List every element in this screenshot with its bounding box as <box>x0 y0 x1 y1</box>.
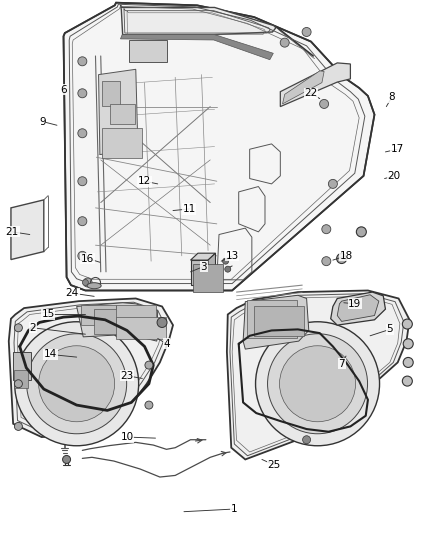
Text: 21: 21 <box>6 227 19 237</box>
Text: 8: 8 <box>389 92 396 102</box>
Bar <box>254 306 304 336</box>
Circle shape <box>322 257 331 265</box>
Text: 22: 22 <box>304 88 318 98</box>
Polygon shape <box>331 292 385 325</box>
Polygon shape <box>64 3 374 290</box>
Circle shape <box>14 422 22 431</box>
Text: 10: 10 <box>120 432 134 442</box>
Bar <box>129 40 167 62</box>
Circle shape <box>83 278 92 287</box>
Bar <box>110 104 135 124</box>
Polygon shape <box>243 295 309 349</box>
Text: 14: 14 <box>44 350 57 359</box>
Circle shape <box>403 319 412 329</box>
Polygon shape <box>77 303 158 341</box>
Polygon shape <box>227 290 410 459</box>
Bar <box>247 300 297 337</box>
Text: 12: 12 <box>138 176 151 186</box>
Text: 4: 4 <box>163 339 170 349</box>
Text: 3: 3 <box>200 262 207 271</box>
Text: 25: 25 <box>267 460 280 470</box>
Circle shape <box>279 346 356 422</box>
Circle shape <box>78 89 87 98</box>
Circle shape <box>303 435 311 444</box>
Text: 9: 9 <box>39 117 46 126</box>
Text: 24: 24 <box>66 288 79 298</box>
Circle shape <box>39 346 115 422</box>
Polygon shape <box>11 200 44 260</box>
Bar <box>94 309 124 334</box>
Circle shape <box>14 379 22 388</box>
Text: 1: 1 <box>231 504 238 514</box>
Polygon shape <box>283 71 324 104</box>
Circle shape <box>78 129 87 138</box>
Circle shape <box>403 376 412 386</box>
Circle shape <box>328 180 337 188</box>
Circle shape <box>78 177 87 185</box>
Circle shape <box>403 339 413 349</box>
Polygon shape <box>120 5 276 35</box>
Bar <box>116 317 166 339</box>
Circle shape <box>322 225 331 233</box>
Bar <box>193 264 223 292</box>
Polygon shape <box>191 253 215 260</box>
Circle shape <box>225 266 231 272</box>
Circle shape <box>403 358 413 367</box>
Circle shape <box>255 322 380 446</box>
Text: 15: 15 <box>42 310 55 319</box>
Bar <box>14 370 28 389</box>
Text: 18: 18 <box>339 251 353 261</box>
Polygon shape <box>120 35 273 60</box>
Circle shape <box>157 318 167 327</box>
Circle shape <box>145 401 153 409</box>
Bar <box>102 81 120 106</box>
Polygon shape <box>99 69 138 155</box>
Bar <box>13 352 31 380</box>
Circle shape <box>280 38 289 47</box>
Polygon shape <box>337 295 379 321</box>
Circle shape <box>320 100 328 108</box>
Circle shape <box>14 324 22 332</box>
Text: 6: 6 <box>60 85 67 94</box>
Circle shape <box>145 361 153 369</box>
Bar <box>102 128 141 158</box>
Polygon shape <box>208 253 215 285</box>
Text: 16: 16 <box>81 254 94 263</box>
Text: 19: 19 <box>348 299 361 309</box>
Text: 11: 11 <box>183 204 196 214</box>
Circle shape <box>82 279 88 286</box>
Polygon shape <box>191 260 208 285</box>
Bar <box>81 305 116 325</box>
Text: 5: 5 <box>386 325 393 334</box>
Circle shape <box>27 334 127 434</box>
Circle shape <box>302 28 311 36</box>
Ellipse shape <box>87 282 101 289</box>
Text: 20: 20 <box>388 171 401 181</box>
Polygon shape <box>9 298 173 437</box>
Circle shape <box>78 252 87 260</box>
Circle shape <box>337 254 346 263</box>
Polygon shape <box>280 63 350 107</box>
Circle shape <box>63 455 71 464</box>
Text: 7: 7 <box>338 359 345 368</box>
Circle shape <box>268 334 367 434</box>
Bar <box>116 305 156 323</box>
Text: 13: 13 <box>226 251 239 261</box>
Circle shape <box>357 227 366 237</box>
Text: 23: 23 <box>120 371 134 381</box>
Text: 17: 17 <box>391 144 404 154</box>
Circle shape <box>14 322 139 446</box>
Text: 2: 2 <box>29 323 36 333</box>
Circle shape <box>78 217 87 225</box>
Circle shape <box>223 258 229 264</box>
Circle shape <box>78 57 87 66</box>
